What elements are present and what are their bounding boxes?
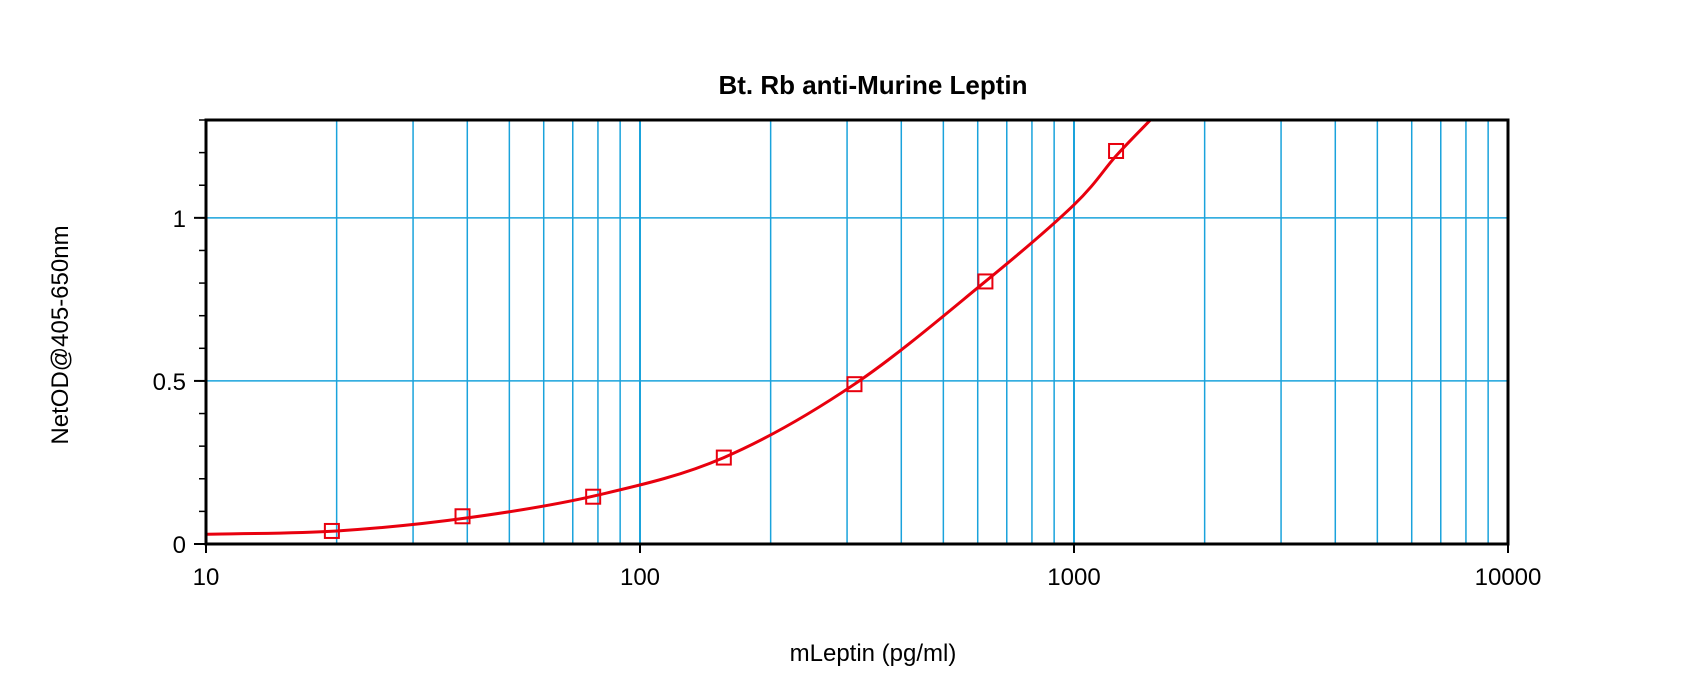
y-tick-label: 0.5	[153, 369, 186, 396]
grid	[206, 120, 1508, 544]
x-axis-label: mLeptin (pg/ml)	[790, 640, 957, 667]
plot-frame	[204, 118, 1510, 546]
y-axis-ticks: 00.51	[153, 206, 206, 559]
data-point	[454, 508, 471, 525]
x-tick-label: 10000	[1475, 564, 1542, 591]
chart-title: Bt. Rb anti-Murine Leptin	[718, 70, 1027, 100]
y-axis-label: NetOD@405-650nm	[47, 225, 74, 444]
data-point	[585, 488, 602, 505]
x-tick-label: 100	[620, 564, 660, 591]
y-tick-label: 1	[173, 206, 186, 233]
data-points	[323, 142, 1125, 539]
y-tick-label: 0	[173, 532, 186, 559]
x-axis-ticks: 10 100 1000 10000	[193, 544, 1542, 591]
data-point	[977, 273, 994, 290]
data-point	[323, 522, 340, 539]
data-point	[1108, 142, 1125, 159]
x-tick-label: 1000	[1047, 564, 1100, 591]
data-point	[846, 376, 863, 393]
fit-curve	[206, 120, 1152, 536]
x-tick-label: 10	[193, 564, 220, 591]
data-point	[715, 449, 732, 466]
